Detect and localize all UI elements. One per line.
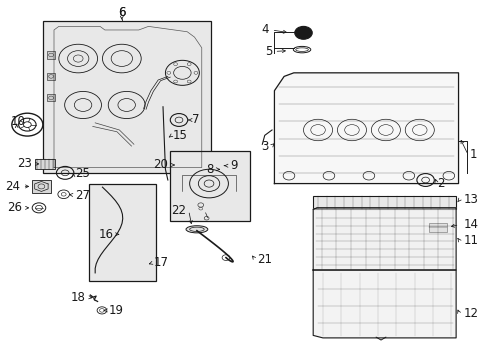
Polygon shape (312, 208, 455, 270)
Text: 11: 11 (463, 234, 477, 247)
Bar (32, 180, 50, 193)
Polygon shape (312, 270, 455, 338)
Text: 8: 8 (206, 163, 213, 176)
Bar (89, 184, 155, 281)
Bar (47, 51, 55, 59)
Text: 22: 22 (171, 204, 186, 217)
Bar (47, 94, 55, 102)
Text: 9: 9 (229, 159, 237, 172)
Text: 12: 12 (463, 307, 477, 320)
Text: 2: 2 (436, 177, 443, 190)
Text: 18: 18 (70, 291, 85, 304)
Bar (427, 222, 446, 232)
Bar (170, 152, 250, 221)
Text: 3: 3 (261, 140, 268, 153)
Text: 25: 25 (75, 167, 89, 180)
Bar (35, 159, 55, 169)
Text: 13: 13 (463, 193, 477, 206)
Circle shape (294, 26, 312, 39)
Bar (43, 21, 211, 173)
Text: 10: 10 (10, 114, 25, 127)
Text: 21: 21 (257, 253, 272, 266)
Text: 26: 26 (7, 201, 22, 214)
Text: 5: 5 (264, 45, 271, 58)
Text: 16: 16 (99, 228, 113, 241)
Text: 6: 6 (118, 6, 125, 19)
Text: 15: 15 (172, 129, 187, 142)
Text: 23: 23 (17, 157, 32, 170)
Text: 1: 1 (468, 148, 476, 162)
Text: 17: 17 (153, 256, 168, 269)
Text: 19: 19 (108, 304, 123, 317)
Text: 6: 6 (118, 6, 125, 19)
Text: 7: 7 (192, 113, 199, 126)
Text: 27: 27 (75, 189, 90, 202)
Bar (312, 196, 455, 209)
Polygon shape (274, 73, 458, 184)
Text: 20: 20 (153, 158, 167, 171)
Text: 24: 24 (5, 180, 20, 193)
Text: 14: 14 (463, 218, 477, 231)
Text: 4: 4 (261, 23, 268, 36)
Ellipse shape (185, 226, 207, 233)
Bar (47, 73, 55, 80)
